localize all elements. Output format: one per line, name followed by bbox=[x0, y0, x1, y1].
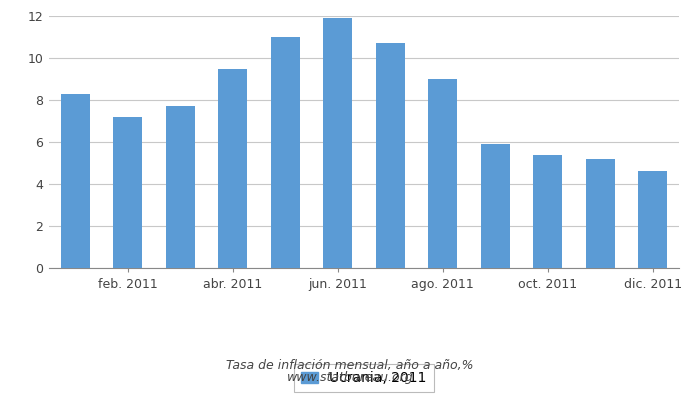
Bar bbox=[113, 117, 142, 268]
Bar bbox=[586, 159, 615, 268]
Text: www.statbureau.org: www.statbureau.org bbox=[287, 372, 413, 384]
Bar bbox=[61, 94, 90, 268]
Bar bbox=[376, 43, 405, 268]
Text: Tasa de inflación mensual, año a año,%: Tasa de inflación mensual, año a año,% bbox=[226, 360, 474, 372]
Bar bbox=[166, 106, 195, 268]
Bar bbox=[271, 37, 300, 268]
Bar bbox=[218, 68, 247, 268]
Bar bbox=[323, 18, 352, 268]
Legend: Ucrania, 2011: Ucrania, 2011 bbox=[295, 364, 433, 392]
Bar bbox=[533, 154, 562, 268]
Bar bbox=[481, 144, 510, 268]
Bar bbox=[638, 171, 667, 268]
Bar bbox=[428, 79, 457, 268]
